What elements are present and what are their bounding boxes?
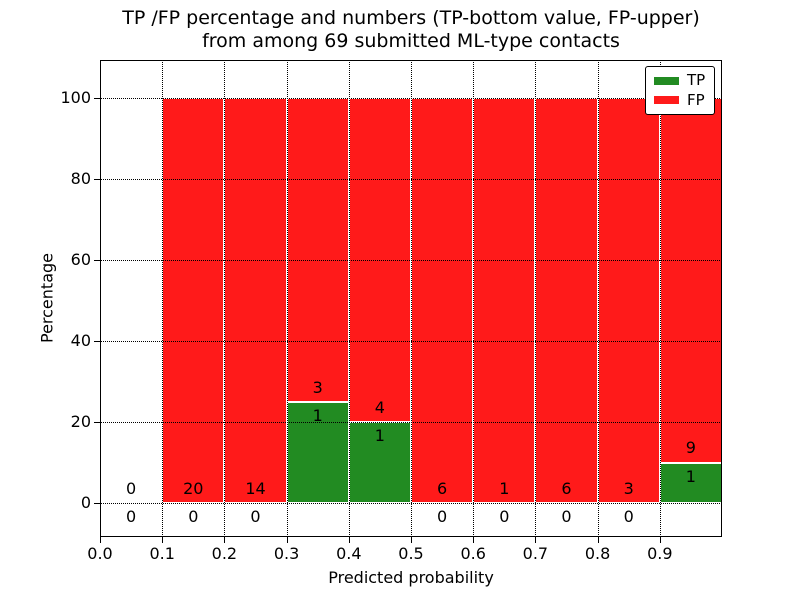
fp-count-label: 14 — [245, 478, 266, 498]
legend: TP FP — [645, 66, 715, 115]
fp-count-label: 3 — [623, 478, 634, 498]
y-tick-mark — [94, 98, 100, 100]
fp-count-label: 20 — [183, 478, 204, 498]
bar-segment-fp — [286, 98, 349, 402]
bar-segment-fp — [473, 98, 536, 503]
fp-count-label: 6 — [437, 478, 448, 498]
y-tick-mark — [94, 503, 100, 504]
y-tick-mark — [94, 179, 100, 181]
x-tick-label: 0.0 — [87, 544, 113, 563]
tp-count-label: 1 — [312, 406, 323, 426]
gridline-vertical — [659, 60, 661, 537]
legend-item-tp: TP — [654, 73, 706, 88]
x-tick-mark — [162, 537, 164, 543]
x-tick-label: 0.3 — [273, 544, 300, 563]
gridline-vertical — [348, 60, 350, 537]
bar-segment-fp — [224, 98, 287, 503]
gridline-vertical — [597, 60, 599, 537]
x-tick-mark — [286, 537, 288, 543]
tp-count-label: 0 — [250, 507, 261, 527]
x-tick-mark — [224, 537, 226, 543]
y-tick-label: 20 — [70, 412, 91, 432]
x-axis-label: Predicted probability — [328, 568, 494, 587]
tp-count-label: 1 — [685, 466, 696, 486]
y-tick-label: 80 — [70, 169, 91, 189]
bar-segment-fp — [535, 98, 598, 503]
y-tick-label: 100 — [60, 88, 91, 108]
chart-title-line1: TP /FP percentage and numbers (TP-bottom… — [122, 7, 700, 29]
x-tick-label: 0.1 — [149, 544, 175, 563]
y-axis-label: Percentage — [37, 252, 57, 344]
x-tick-label: 0.5 — [398, 544, 424, 563]
x-tick-label: 0.9 — [647, 544, 673, 563]
bar-segment-fp — [162, 98, 225, 503]
gridline-vertical — [224, 60, 226, 537]
y-tick-mark — [94, 341, 100, 343]
legend-swatch-fp — [654, 96, 679, 105]
gridline-vertical — [162, 60, 164, 537]
tp-count-label: 0 — [126, 507, 137, 527]
x-tick-mark — [348, 537, 350, 543]
tp-count-label: 1 — [374, 426, 385, 446]
x-tick-mark — [411, 537, 412, 543]
gridline-vertical — [411, 60, 412, 537]
y-tick-mark — [94, 422, 100, 424]
gridline-vertical — [286, 60, 288, 537]
y-tick-label: 40 — [70, 331, 91, 351]
legend-label-tp: TP — [687, 71, 706, 90]
x-tick-mark — [535, 537, 537, 543]
fp-count-label: 4 — [374, 397, 385, 417]
tp-count-label: 0 — [188, 507, 199, 527]
x-tick-label: 0.7 — [522, 544, 549, 563]
fp-count-label: 9 — [685, 438, 696, 458]
x-tick-label: 0.4 — [336, 544, 362, 563]
x-tick-mark — [659, 537, 661, 543]
y-tick-label: 60 — [70, 250, 91, 270]
fp-count-label: 0 — [126, 478, 137, 498]
gridline-vertical — [473, 60, 475, 537]
legend-label-fp: FP — [687, 90, 705, 109]
tp-count-label: 0 — [499, 507, 510, 527]
tp-count-label: 0 — [437, 507, 448, 527]
chart-title: TP /FP percentage and numbers (TP-bottom… — [100, 7, 722, 53]
x-tick-label: 0.2 — [211, 544, 238, 563]
y-tick-mark — [94, 260, 100, 262]
bar-segment-fp — [597, 98, 660, 503]
legend-swatch-tp — [654, 76, 679, 85]
bar-segment-fp — [411, 98, 474, 503]
tp-count-label: 0 — [561, 507, 572, 527]
legend-item-fp: FP — [654, 90, 706, 109]
fp-count-label: 3 — [312, 377, 323, 397]
x-tick-mark — [100, 537, 101, 543]
bar-segment-fp — [348, 98, 411, 423]
x-tick-mark — [597, 537, 599, 543]
x-tick-label: 0.6 — [460, 544, 486, 563]
chart-title-line2: from among 69 submitted ML-type contacts — [202, 30, 620, 52]
bar-segment-fp — [659, 98, 722, 463]
fp-count-label: 1 — [499, 478, 510, 498]
y-tick-label: 0 — [80, 493, 91, 512]
tp-count-label: 0 — [623, 507, 634, 527]
gridline-vertical — [535, 60, 537, 537]
fp-count-label: 6 — [561, 478, 572, 498]
x-tick-mark — [473, 537, 475, 543]
x-tick-label: 0.8 — [584, 544, 611, 563]
